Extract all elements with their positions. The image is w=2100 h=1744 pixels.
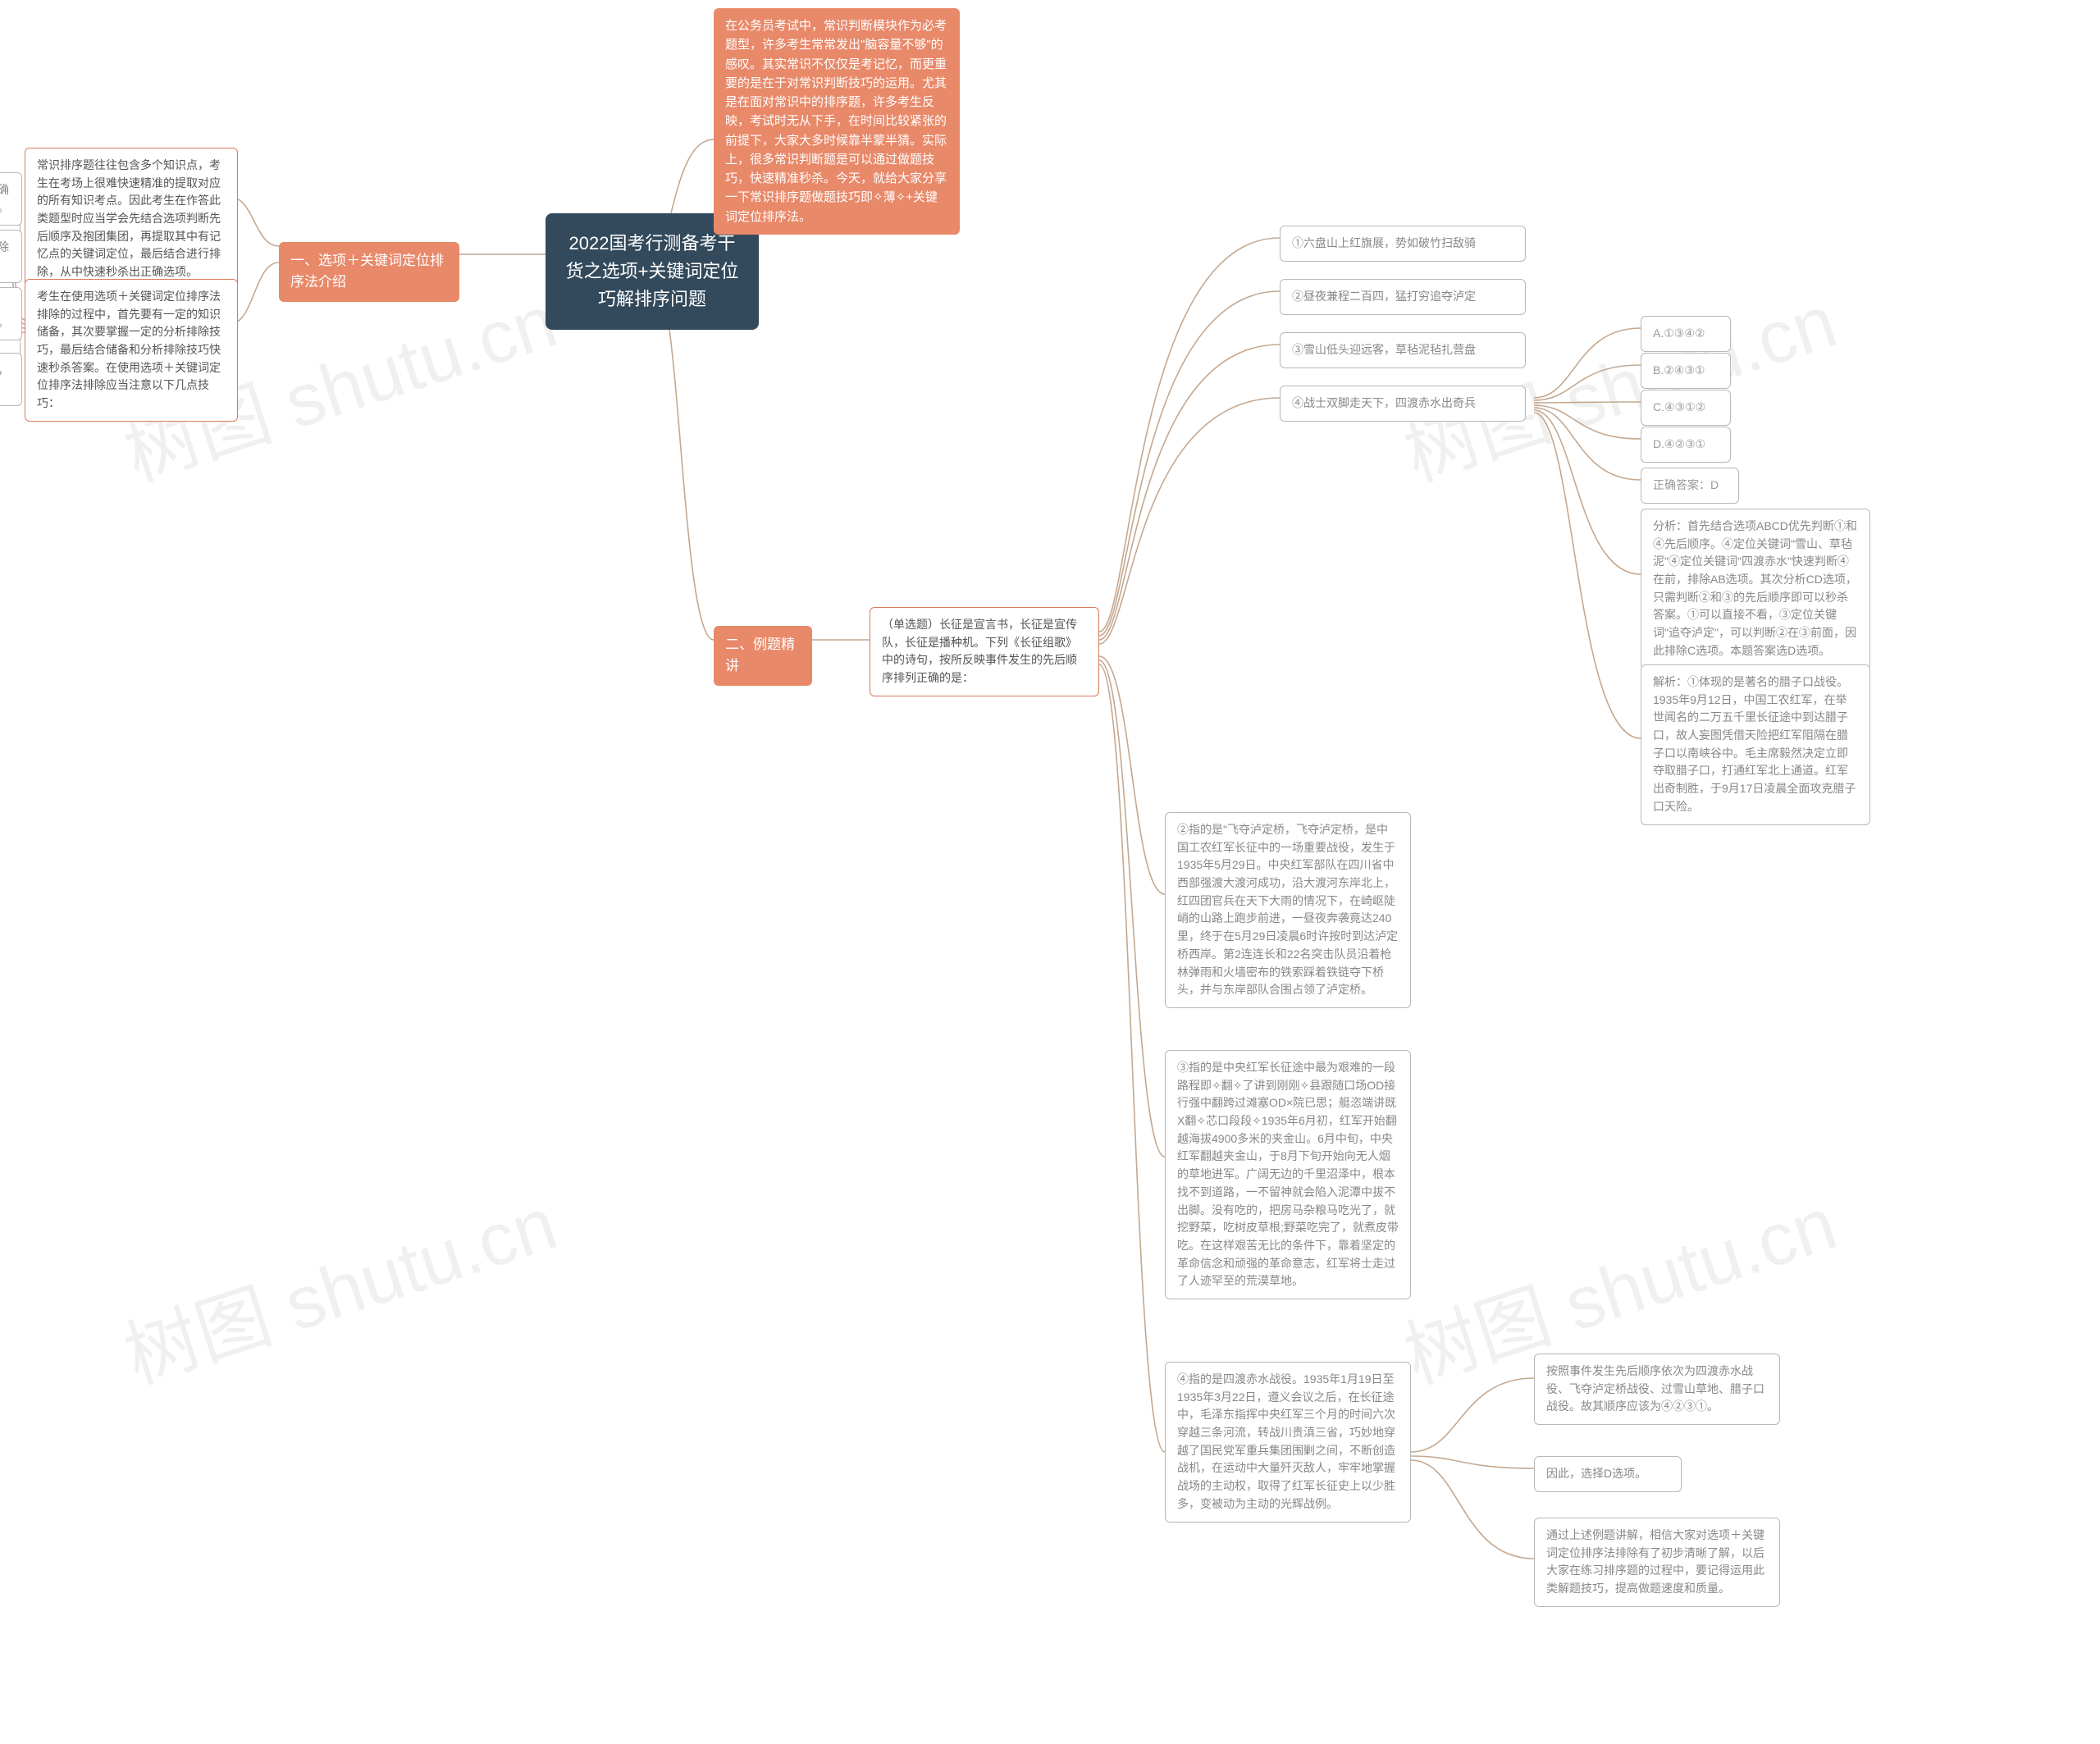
branch1-title: 一、选项＋关键词定位排序法介绍 xyxy=(279,242,459,302)
detail-3: ③指的是中央红军长征途中最为艰难的一段路程即✧翻✧了讲到刚刚✧县跟随口场OD接行… xyxy=(1165,1050,1411,1299)
branch1-box-a: 常识排序题往往包含多个知识点，考生在考场上很难快速精准的提取对应的所有知识考点。… xyxy=(25,148,238,290)
explain-box: 解析：①体现的是著名的腊子口战役。1935年9月12日，中国工农红军，在举世闻名… xyxy=(1641,664,1870,825)
watermark: 树图 shutu.cn xyxy=(109,1164,568,1404)
detail-4: ④指的是四渡赤水战役。1935年1月19日至1935年3月22日，遵义会议之后，… xyxy=(1165,1362,1411,1523)
tip-crop-3: 注意结合选项＋关键词定位分析时，快速排除，秒杀最佳答案。 xyxy=(0,353,22,406)
tip-crop-0: 第一：首先结合选项＋关键词定位确定第一位和最后一位排除错误选项。 xyxy=(0,172,22,226)
question-box: （单选题）长征是宣言书，长征是宣传队，长征是播种机。下列《长征组歌》中的诗句，按… xyxy=(870,607,1099,696)
answer: 正确答案：D xyxy=(1641,468,1739,504)
conclusion-0: 按照事件发生先后顺序依次为四渡赤水战役、飞夺泸定桥战役、过雪山草地、腊子口战役。… xyxy=(1534,1354,1780,1425)
item-1: ①六盘山上红旗展，势如破竹扫敌骑 xyxy=(1280,226,1526,262)
option-d: D.④②③① xyxy=(1641,427,1731,463)
conclusion-1: 因此，选择D选项。 xyxy=(1534,1456,1682,1492)
item-4: ④战士双脚走天下，四渡赤水出奇兵 xyxy=(1280,386,1526,422)
intro-node: 在公务员考试中，常识判断模块作为必考题型，许多考生常常发出"脑容量不够"的感叹。… xyxy=(714,8,960,235)
option-c: C.④③①② xyxy=(1641,390,1731,426)
detail-2: ②指的是"飞夺泸定桥，飞夺泸定桥，是中国工农红军长征中的一场重要战役，发生于19… xyxy=(1165,812,1411,1008)
item-2: ②昼夜兼程二百四，猛打穷追夺泸定 xyxy=(1280,279,1526,315)
analysis-box: 分析：首先结合选项ABCD优先判断①和④先后顺序。④定位关键词"雪山、草毡泥"④… xyxy=(1641,509,1870,669)
tip-crop-1: 第二：关键词定位确定抱团集团排除错误选项。 xyxy=(0,230,22,283)
tip-crop-2: 第三：通过陌生关键词先暂时性搁置，利用熟悉关键词优先选择答案。 xyxy=(0,287,22,340)
branch1-box-b: 考生在使用选项＋关键词定位排序法排除的过程中，首先要有一定的知识储备，其次要掌握… xyxy=(25,279,238,422)
conclusion-2: 通过上述例题讲解，相信大家对选项＋关键词定位排序法排除有了初步清晰了解，以后大家… xyxy=(1534,1518,1780,1607)
option-b: B.②④③① xyxy=(1641,353,1731,389)
branch2-title: 二、例题精讲 xyxy=(714,626,812,686)
item-3: ③雪山低头迎远客，草毡泥毡扎营盘 xyxy=(1280,332,1526,368)
option-a: A.①③④② xyxy=(1641,316,1731,352)
